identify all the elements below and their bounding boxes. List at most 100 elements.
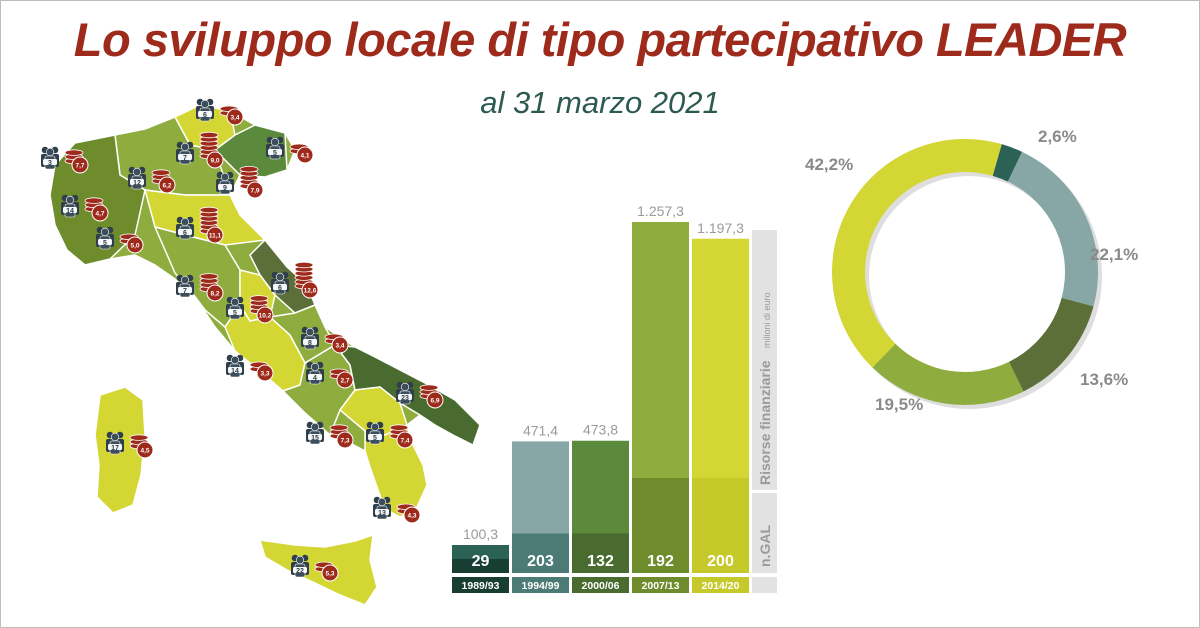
period-label: 1994/99 <box>522 580 560 592</box>
fund-badge <box>296 146 314 164</box>
donut-slice <box>832 139 1002 368</box>
map-region-marker: 7 8,2 <box>175 273 224 302</box>
map-region-marker: 5 5,0 <box>95 226 144 254</box>
gal-count-label: 13 <box>378 510 386 517</box>
fund-value-label: 3,4 <box>230 115 239 122</box>
map-region-marker: 22 5,3 <box>290 554 339 582</box>
fund-badge <box>336 371 354 389</box>
period-label: 1989/93 <box>462 580 500 592</box>
gal-count-label: 6 <box>203 112 207 119</box>
fund-badge <box>226 108 244 126</box>
gal-bar-segment <box>512 533 569 573</box>
gal-count-label: 5 <box>233 310 237 317</box>
gal-count-label: 14 <box>231 368 239 375</box>
map-region-marker: 5 7,4 <box>365 421 414 449</box>
gal-value-label: 132 <box>587 553 614 570</box>
fund-value-label: 6,9 <box>430 398 439 405</box>
people-icon: 13 <box>372 496 392 520</box>
fund-value-label: 2,7 <box>340 378 349 385</box>
fund-value-label: 6,2 <box>162 183 171 190</box>
period-label: 2007/13 <box>642 580 680 592</box>
map-region-marker: 23 6,9 <box>395 381 444 409</box>
people-icon: 15 <box>305 421 325 445</box>
gal-bar-segment <box>572 533 629 573</box>
fund-badge <box>301 281 319 299</box>
fund-badge <box>71 156 89 174</box>
fund-value-label: 3,4 <box>335 343 344 350</box>
infographic-subtitle: al 31 marzo 2021 <box>480 85 720 120</box>
donut-slice <box>872 343 1024 405</box>
gal-value-label: 192 <box>647 553 674 570</box>
people-icon: 6 <box>175 216 195 240</box>
finance-value-label: 473,8 <box>583 422 618 438</box>
map-region-marker: 14 4,7 <box>60 194 109 222</box>
period-label-bg <box>572 577 629 593</box>
fund-badge <box>206 284 224 302</box>
gal-count-label: 14 <box>66 208 74 215</box>
gal-value-label: 200 <box>707 553 734 570</box>
map-region-marker: 14 3,3 <box>225 354 274 382</box>
fund-value-label: 7,3 <box>340 438 349 445</box>
gal-count-label: 12 <box>133 180 141 187</box>
donut-chart: 2,6% 22,1% 13,6% 19,5% 42,2% <box>805 127 1138 414</box>
gal-count-label: 17 <box>111 445 119 452</box>
people-icon: 3 <box>40 146 60 170</box>
donut-slice-label: 22,1% <box>1090 245 1138 264</box>
gal-count-label: 22 <box>296 568 304 575</box>
fund-value-label: 4,1 <box>300 153 309 160</box>
infographic-title: Lo sviluppo locale di tipo partecipativo… <box>73 13 1127 66</box>
people-icon: 9 <box>215 171 235 195</box>
fund-badge <box>396 431 414 449</box>
map-region-marker: 5 4,1 <box>265 136 314 164</box>
map-region-marker: 3 7,7 <box>40 146 89 174</box>
gal-count-label: 6 <box>278 285 282 292</box>
people-icon: 5 <box>225 296 245 320</box>
fund-value-label: 4,5 <box>140 448 149 455</box>
fund-value-label: 10,2 <box>259 313 272 320</box>
finance-value-label: 100,3 <box>463 526 498 542</box>
donut-slice-label: 19,5% <box>875 395 923 414</box>
fund-value-label: 7,9 <box>250 188 259 195</box>
fund-badge <box>256 364 274 382</box>
gal-count-label: 7 <box>183 155 187 162</box>
people-icon: 5 <box>265 136 285 160</box>
donut-slice-label: 13,6% <box>1080 370 1128 389</box>
fund-value-label: 11,1 <box>209 233 222 240</box>
map-region-marker: 15 7,3 <box>305 421 354 449</box>
gal-count-label: 4 <box>313 375 317 382</box>
period-label-bg <box>632 577 689 593</box>
fund-value-label: 4,3 <box>407 513 416 520</box>
map-region-marker: 4 2,7 <box>305 361 354 389</box>
gal-bar-segment <box>692 478 749 573</box>
gal-axis-label: n.GAL <box>757 525 773 567</box>
finance-axis-label: Risorse finanziarie <box>757 360 773 485</box>
fund-value-label: 4,7 <box>95 211 104 218</box>
finance-value-label: 1.257,3 <box>637 203 684 219</box>
gal-count-label: 7 <box>183 288 187 295</box>
fund-badge <box>136 441 154 459</box>
people-icon: 23 <box>395 381 415 405</box>
people-icon: 14 <box>225 354 245 378</box>
gal-count-label: 6 <box>183 230 187 237</box>
gal-count-label: 15 <box>311 435 319 442</box>
map-region-marker: 6 11,1 <box>175 206 224 244</box>
period-label-bg <box>452 577 509 593</box>
fund-badge <box>126 236 144 254</box>
people-icon: 7 <box>175 141 195 165</box>
finance-value-label: 1.197,3 <box>697 220 744 236</box>
donut-slice-label: 2,6% <box>1038 127 1077 146</box>
people-icon: 7 <box>175 274 195 298</box>
map-region-marker: 12 6,2 <box>127 166 176 194</box>
gal-count-label: 5 <box>373 435 377 442</box>
donut-slice-label: 42,2% <box>805 155 853 174</box>
fund-value-label: 7,7 <box>75 163 84 170</box>
fund-badge <box>246 181 264 199</box>
fund-badge <box>158 176 176 194</box>
gal-count-label: 3 <box>48 160 52 167</box>
gal-bar-segment <box>632 478 689 573</box>
period-label: 2000/06 <box>582 580 620 592</box>
period-label: 2014/20 <box>702 580 740 592</box>
people-icon: 5 <box>95 226 115 250</box>
fund-badge <box>426 391 444 409</box>
fund-value-label: 8,2 <box>210 291 219 298</box>
